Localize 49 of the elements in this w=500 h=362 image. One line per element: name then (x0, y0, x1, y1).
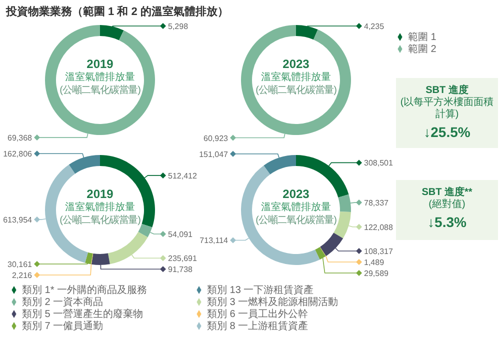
legend-label: 範圍 1 (408, 32, 436, 43)
text: 溫室氣體排放量 (64, 201, 136, 214)
data-label: 122,088 (364, 222, 394, 232)
text: (公噸二氧化碳當量) (58, 84, 142, 97)
data-label: 613,954 (3, 216, 33, 225)
legend-label: 類別 1* 一外購的商品及服務 (22, 285, 148, 296)
text: SBT 進度 (424, 83, 470, 96)
text: (公噸二氧化碳當量) (254, 214, 338, 227)
text: 2023 (282, 57, 310, 71)
text: (絕對值) (428, 199, 466, 211)
data-label: 5,298 (168, 22, 189, 31)
data-label: 54,091 (168, 230, 194, 240)
data-label: 308,501 (364, 158, 394, 168)
text: (以每平方米樓面面積計算) (399, 97, 495, 121)
legend-label: 範圍 2 (408, 44, 436, 55)
data-label: 69,368 (8, 134, 33, 143)
legend-label: 類別 2 一資本商品 (22, 297, 104, 308)
text: 溫室氣體排放量 (260, 71, 332, 84)
text: ↓25.5% (422, 124, 472, 140)
data-label: 2,216 (12, 271, 33, 280)
text: 2019 (86, 57, 114, 71)
data-label: 713,114 (200, 236, 229, 246)
data-label: 60,923 (204, 134, 229, 143)
data-label: 29,589 (364, 269, 390, 278)
data-label: 108,317 (364, 247, 394, 256)
legend-label: 類別 8 一上游租賃資產 (207, 321, 308, 332)
data-label: 151,047 (199, 150, 229, 159)
data-label: 4,235 (364, 22, 385, 31)
data-label: 162,806 (3, 150, 33, 159)
data-label: 91,738 (168, 265, 194, 274)
legend-label: 類別 3 一燃料及能源相關活動 (207, 297, 338, 308)
data-label: 512,412 (168, 171, 198, 180)
data-label: 1,489 (364, 258, 385, 268)
text: (公噸二氧化碳當量) (254, 84, 338, 97)
text: (公噸二氧化碳當量) (58, 214, 142, 227)
data-label: 78,337 (364, 198, 390, 208)
legend-label: 類別 6 一員工出外公幹 (207, 309, 308, 320)
legend-label: 類別 13 一下游租賃資產 (207, 285, 314, 296)
chart-title: 投資物業業務（範圍 1 和 2 的溫室氣體排放） (6, 4, 228, 19)
text: 2019 (86, 187, 114, 201)
text: SBT 進度** (420, 185, 474, 198)
data-label: 235,691 (168, 254, 198, 264)
data-label: 30,161 (8, 260, 33, 269)
text: 溫室氣體排放量 (260, 201, 332, 214)
text: 溫室氣體排放量 (64, 71, 136, 84)
legend-label: 類別 5 一營運產生的廢棄物 (22, 309, 144, 320)
text: 2023 (282, 187, 310, 201)
legend-label: 類別 7 一僱員通勤 (22, 321, 104, 332)
text: ↓5.3% (426, 214, 468, 230)
